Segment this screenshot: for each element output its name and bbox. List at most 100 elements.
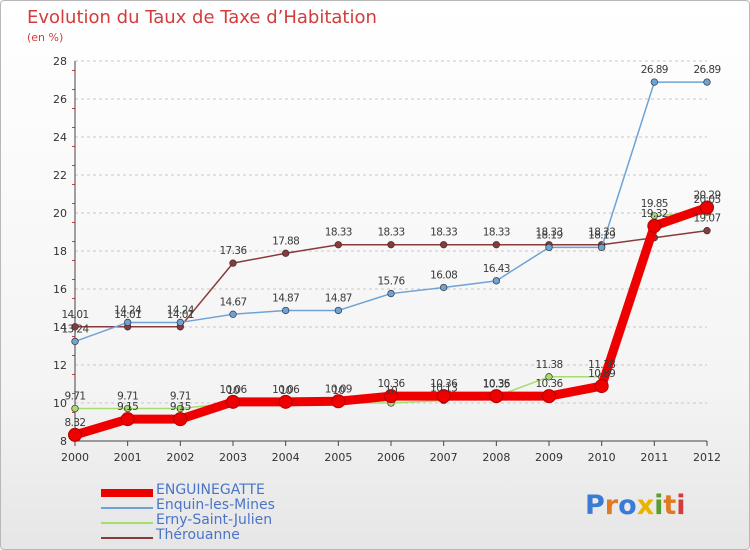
- data-point: [278, 394, 293, 409]
- data-point: [703, 227, 711, 235]
- x-tick-label: 2012: [693, 451, 721, 464]
- x-tick-label: 2011: [640, 451, 668, 464]
- data-label: 19.85: [641, 198, 668, 210]
- data-point: [440, 241, 448, 249]
- logo-letter: t: [663, 490, 677, 521]
- data-label: 9.71: [117, 391, 138, 403]
- data-point: [700, 200, 714, 215]
- data-point: [124, 318, 132, 327]
- logo-letter: P: [585, 490, 605, 521]
- data-point: [229, 259, 237, 267]
- data-label: 9.71: [170, 391, 191, 403]
- legend-label: ENGUINEGATTE: [156, 482, 265, 498]
- data-label: 11.38: [588, 359, 615, 371]
- data-label: 14.24: [167, 304, 195, 316]
- legend-swatch: [101, 489, 153, 497]
- data-label: 14.24: [114, 304, 142, 316]
- data-point: [703, 78, 711, 86]
- data-label: 10.06: [272, 384, 300, 396]
- y-tick-label: 18: [53, 245, 67, 258]
- data-label: 18.33: [483, 227, 510, 239]
- data-point: [120, 412, 135, 427]
- data-point: [545, 243, 553, 252]
- data-label: 10.06: [219, 384, 247, 396]
- legend-label: Erny-Saint-Julien: [156, 512, 273, 528]
- x-tick-label: 2006: [377, 451, 405, 464]
- x-tick-label: 2007: [430, 451, 458, 464]
- data-label: 9.15: [117, 401, 138, 413]
- data-point: [176, 318, 184, 327]
- data-point: [226, 394, 240, 409]
- logo-letter: i: [654, 490, 664, 521]
- y-tick-label: 24: [53, 131, 67, 144]
- data-label: 18.33: [377, 227, 404, 239]
- data-label: 20.29: [693, 189, 720, 201]
- data-label: 14.01: [61, 309, 88, 321]
- x-tick-label: 2010: [588, 451, 616, 464]
- y-tick-label: 10: [53, 397, 67, 410]
- data-label: 14.01: [114, 309, 141, 321]
- data-point: [68, 427, 82, 442]
- logo-letter: o: [618, 490, 637, 521]
- legend-label: Thérouanne: [156, 527, 240, 543]
- chart-title: Evolution du Taux de Taxe d’Habitation: [27, 7, 377, 28]
- x-tick-label: 2001: [114, 451, 142, 464]
- x-tick-label: 2000: [61, 451, 89, 464]
- x-tick-label: 2009: [535, 451, 563, 464]
- data-label: 10.36: [377, 378, 405, 390]
- data-point: [594, 379, 609, 394]
- data-label: 10: [227, 385, 239, 397]
- data-point: [492, 241, 500, 249]
- y-tick-label: 26: [53, 93, 67, 106]
- y-tick-label: 22: [53, 169, 67, 182]
- data-point: [124, 404, 132, 413]
- y-tick-label: 12: [53, 359, 67, 372]
- data-label: 15.76: [377, 276, 405, 288]
- data-label: 9.71: [65, 391, 86, 403]
- data-point: [71, 323, 79, 331]
- data-label: 14.67: [219, 296, 246, 308]
- data-point: [542, 389, 556, 404]
- data-point: [334, 241, 342, 249]
- x-tick-label: 2002: [166, 451, 194, 464]
- data-point: [331, 394, 346, 409]
- data-label: 10: [385, 385, 397, 397]
- data-point: [650, 78, 658, 86]
- data-label: 10.13: [430, 383, 457, 395]
- x-tick-label: 2008: [482, 451, 510, 464]
- data-label: 9.15: [170, 401, 191, 413]
- data-point: [71, 404, 79, 413]
- data-label: 10.09: [325, 383, 352, 395]
- data-point: [384, 389, 398, 404]
- x-tick-label: 2004: [272, 451, 300, 464]
- y-tick-label: 20: [53, 207, 67, 220]
- data-label: 14.87: [325, 292, 352, 304]
- y-tick-label: 16: [53, 283, 67, 296]
- legend-swatch: [101, 537, 153, 539]
- data-point: [598, 243, 606, 252]
- data-label: 18.33: [325, 227, 352, 239]
- legend-swatch: [101, 507, 153, 509]
- x-tick-label: 2003: [219, 451, 247, 464]
- y-tick-label: 8: [60, 435, 67, 448]
- data-label: 18.19: [535, 229, 562, 241]
- data-label: 14.87: [272, 292, 299, 304]
- y-tick-label: 28: [53, 55, 67, 68]
- data-label: 26.89: [641, 64, 668, 76]
- logo-letter: x: [636, 490, 655, 521]
- proxiti-logo[interactable]: Proxiti: [585, 490, 686, 521]
- data-point: [282, 249, 290, 257]
- data-label: 18.33: [588, 227, 615, 239]
- y-axis-unit-label: (en %): [27, 31, 64, 44]
- data-label: 19.07: [693, 213, 720, 225]
- data-label: 18.33: [535, 227, 562, 239]
- logo-letter: r: [604, 490, 619, 521]
- data-label: 10.89: [588, 368, 615, 380]
- data-label: 10: [280, 385, 292, 397]
- data-label: 17.88: [272, 235, 299, 247]
- legend-swatch: [101, 522, 153, 524]
- data-label: 10.36: [430, 378, 458, 390]
- data-point: [436, 389, 451, 404]
- data-label: 18.33: [430, 227, 457, 239]
